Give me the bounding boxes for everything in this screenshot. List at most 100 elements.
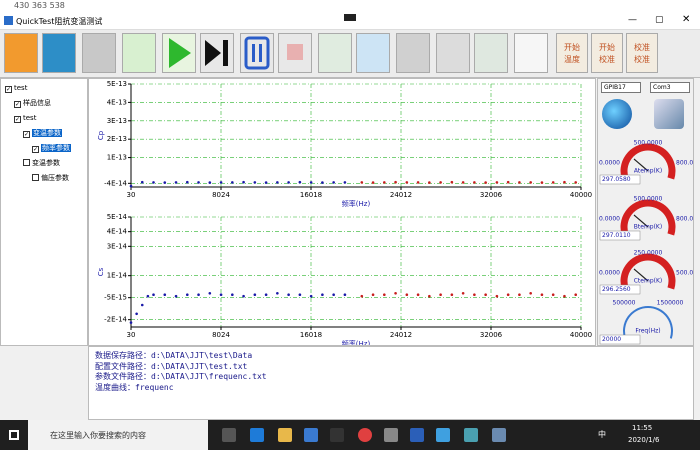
log-line: 数据保存路径：d:\DATA\JJT\test\Data [95, 351, 253, 360]
data-point [140, 303, 144, 307]
data-point [242, 294, 245, 298]
server-button[interactable] [474, 33, 508, 73]
tree-label: test [23, 114, 37, 122]
checkbox[interactable]: ✓ [32, 146, 39, 153]
gauge-reading-box [599, 230, 641, 241]
task-icon[interactable] [464, 428, 478, 442]
pause-button[interactable] [240, 33, 274, 73]
report-button[interactable] [514, 33, 548, 73]
data-point [174, 181, 178, 184]
gauge-needle [633, 268, 649, 282]
step-button[interactable] [200, 33, 234, 73]
window-title: QuickTest阻抗变温测试 [16, 17, 103, 26]
task-icon[interactable] [492, 428, 506, 442]
save-button[interactable] [42, 33, 76, 73]
button-line: 校准 [599, 55, 615, 64]
gauge: 500000 1500000 Freq(Hz) 20000 [599, 300, 684, 345]
task-icon[interactable] [358, 428, 372, 442]
tree-item[interactable]: ✓ 频率参数 [32, 143, 71, 154]
data-point [321, 293, 324, 297]
data-point [174, 294, 178, 298]
checkbox[interactable]: ✓ [23, 131, 30, 138]
y-tick-label: 4E-13 [107, 98, 127, 106]
gauge-arc [623, 306, 673, 339]
close-button[interactable]: ✕ [682, 14, 691, 25]
maximize-button[interactable]: ▢ [655, 15, 664, 25]
stop-shape [287, 44, 303, 60]
y-tick-label: 3E-13 [107, 117, 127, 125]
checkbox[interactable]: ✓ [5, 86, 12, 93]
task-icon[interactable] [222, 428, 236, 442]
log-panel: 数据保存路径：d:\DATA\JJT\test\Data 配置文件路径：d:\DA… [88, 346, 694, 420]
data-point [383, 293, 386, 297]
gauge-name: Atemp(K) [634, 168, 662, 175]
x-tick-label: 30 [127, 331, 136, 339]
data-point [298, 180, 302, 184]
gauge-reading: 296.2560 [602, 286, 631, 293]
checkbox[interactable]: ✓ [14, 116, 21, 123]
data-point [473, 181, 476, 184]
data-point [264, 181, 268, 184]
globe-icon [602, 99, 632, 129]
pause-icon [244, 36, 270, 70]
task-icon[interactable] [436, 428, 450, 442]
refresh-button[interactable] [356, 33, 390, 73]
data-point [495, 181, 499, 184]
data-point [394, 291, 397, 295]
tree-item[interactable]: ✓ 样品信息 [14, 98, 51, 109]
checkbox[interactable] [32, 174, 39, 181]
task-icon[interactable] [304, 428, 318, 442]
text-button[interactable]: 校准 校准 [626, 33, 658, 73]
settings-button[interactable] [82, 33, 116, 73]
tree-item[interactable]: ✓ test [14, 113, 36, 124]
task-icon[interactable] [278, 428, 292, 442]
y-tick-label: 5E-13 [107, 80, 127, 88]
app-icon [4, 16, 13, 25]
text-button[interactable]: 开始 校准 [591, 33, 623, 73]
y-tick-label: -2E-14 [104, 316, 127, 324]
forward-button[interactable] [318, 33, 352, 73]
search-box[interactable]: 在这里输入你要搜索的内容 [28, 420, 208, 450]
stop-button[interactable] [278, 33, 312, 73]
y-tick-label: 3E-14 [107, 242, 128, 250]
task-icon[interactable] [250, 428, 264, 442]
minimize-button[interactable]: — [628, 15, 637, 25]
checkbox[interactable] [23, 159, 30, 166]
button-line: 校准 [634, 43, 650, 52]
tree-item[interactable]: ✓ test [5, 83, 27, 94]
ime-indicator[interactable]: 中 [598, 430, 606, 439]
analysis-button[interactable] [436, 33, 470, 73]
data-point [129, 184, 133, 188]
data-point [371, 293, 375, 297]
chart-button[interactable] [396, 33, 430, 73]
data-point [461, 291, 465, 295]
gauge-reading-box [599, 334, 641, 345]
task-icon[interactable] [330, 428, 344, 442]
open-button[interactable] [4, 33, 38, 73]
task-icon[interactable] [410, 428, 424, 442]
collapse-tab[interactable] [344, 14, 356, 21]
y-tick-label: 4E-14 [107, 228, 128, 236]
tree-item[interactable]: ✓ 变温参数 [23, 128, 62, 139]
tree-item[interactable]: 偏压参数 [32, 173, 69, 184]
gpib-select[interactable]: GPIB17 [601, 82, 641, 93]
data-point [163, 181, 167, 184]
com-select[interactable]: Com3 [650, 82, 690, 93]
x-tick-label: 30 [127, 191, 136, 199]
data-point [276, 181, 279, 184]
monitor-button[interactable] [122, 33, 156, 73]
data-point [242, 180, 245, 184]
tree-item[interactable]: 变温参数 [23, 158, 60, 169]
data-point [484, 293, 487, 297]
run-button[interactable] [162, 33, 196, 73]
checkbox[interactable]: ✓ [14, 101, 21, 108]
pause-bar [252, 44, 255, 62]
data-point [574, 181, 578, 184]
start-button[interactable] [9, 430, 19, 440]
task-icon[interactable] [384, 428, 398, 442]
gauge-scale-label: 500000 [613, 300, 636, 307]
tree-label: 变温参数 [32, 129, 62, 137]
log-line: 参数文件路径：d:\DATA\JJT\frequenc.txt [95, 372, 267, 381]
text-button[interactable]: 开始 温度 [556, 33, 588, 73]
